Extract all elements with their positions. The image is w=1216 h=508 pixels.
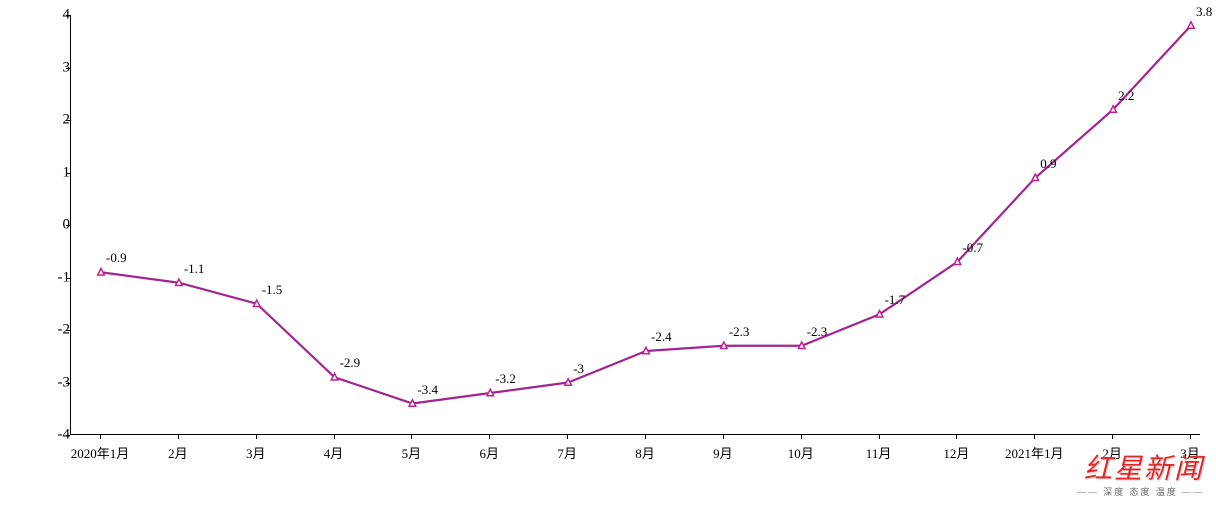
- data-label: -0.9: [106, 250, 127, 266]
- data-marker: [565, 379, 572, 385]
- watermark-main: 红星新闻: [1077, 447, 1204, 487]
- x-tick-label: 10月: [788, 443, 814, 462]
- data-label: 0.9: [1040, 156, 1056, 172]
- x-tick-label: 2月: [168, 443, 188, 462]
- x-tick-label: 4月: [324, 443, 344, 462]
- y-tick-mark: [66, 120, 70, 121]
- data-marker: [409, 400, 416, 406]
- x-tick-mark: [334, 435, 335, 439]
- line-chart: -4-3-2-101234 2020年1月2月3月4月5月6月7月8月9月10月…: [30, 5, 1210, 475]
- data-label: -2.3: [807, 324, 828, 340]
- x-tick-mark: [645, 435, 646, 439]
- data-label: -3.2: [495, 371, 516, 387]
- data-label: -2.9: [340, 355, 361, 371]
- x-tick-mark: [178, 435, 179, 439]
- data-label: -1.1: [184, 261, 205, 277]
- x-tick-mark: [100, 435, 101, 439]
- x-tick-mark: [489, 435, 490, 439]
- data-label: -1.7: [885, 292, 906, 308]
- x-tick-mark: [1112, 435, 1113, 439]
- data-label: -2.4: [651, 329, 672, 345]
- watermark-sub: —— 深度 态度 温度 ——: [1077, 485, 1204, 498]
- x-tick-mark: [411, 435, 412, 439]
- data-marker: [721, 342, 728, 348]
- x-tick-label: 11月: [866, 443, 892, 462]
- data-marker: [487, 389, 494, 395]
- y-tick-mark: [66, 173, 70, 174]
- data-label: -1.5: [262, 282, 283, 298]
- data-marker: [176, 279, 183, 285]
- y-tick-mark: [66, 15, 70, 16]
- data-marker: [98, 269, 105, 275]
- y-tick-mark: [66, 435, 70, 436]
- x-tick-mark: [567, 435, 568, 439]
- x-tick-mark: [256, 435, 257, 439]
- x-tick-label: 2020年1月: [71, 443, 130, 462]
- x-tick-mark: [956, 435, 957, 439]
- x-tick-label: 9月: [713, 443, 733, 462]
- data-marker: [1188, 22, 1195, 28]
- x-tick-mark: [1190, 435, 1191, 439]
- x-tick-label: 3月: [246, 443, 266, 462]
- data-marker: [798, 342, 805, 348]
- chart-svg: [71, 15, 1201, 435]
- data-label: -2.3: [729, 324, 750, 340]
- data-label: 2.2: [1118, 88, 1134, 104]
- data-label: -3.4: [417, 382, 438, 398]
- data-label: -0.7: [962, 240, 983, 256]
- data-label: 3.8: [1196, 4, 1212, 20]
- y-tick-mark: [66, 278, 70, 279]
- data-label: -3: [573, 361, 584, 377]
- plot-area: [70, 15, 1200, 435]
- y-tick-mark: [66, 383, 70, 384]
- x-tick-mark: [723, 435, 724, 439]
- data-marker: [253, 300, 260, 306]
- x-tick-label: 12月: [943, 443, 969, 462]
- watermark: 红星新闻 —— 深度 态度 温度 ——: [1077, 447, 1204, 498]
- x-tick-label: 5月: [402, 443, 422, 462]
- y-tick-mark: [66, 68, 70, 69]
- y-tick-mark: [66, 330, 70, 331]
- data-marker: [643, 347, 650, 353]
- x-tick-label: 6月: [480, 443, 500, 462]
- x-tick-label: 2021年1月: [1005, 443, 1064, 462]
- y-tick-mark: [66, 225, 70, 226]
- x-tick-mark: [801, 435, 802, 439]
- x-tick-label: 8月: [635, 443, 655, 462]
- x-tick-label: 7月: [557, 443, 577, 462]
- x-tick-mark: [879, 435, 880, 439]
- x-tick-mark: [1034, 435, 1035, 439]
